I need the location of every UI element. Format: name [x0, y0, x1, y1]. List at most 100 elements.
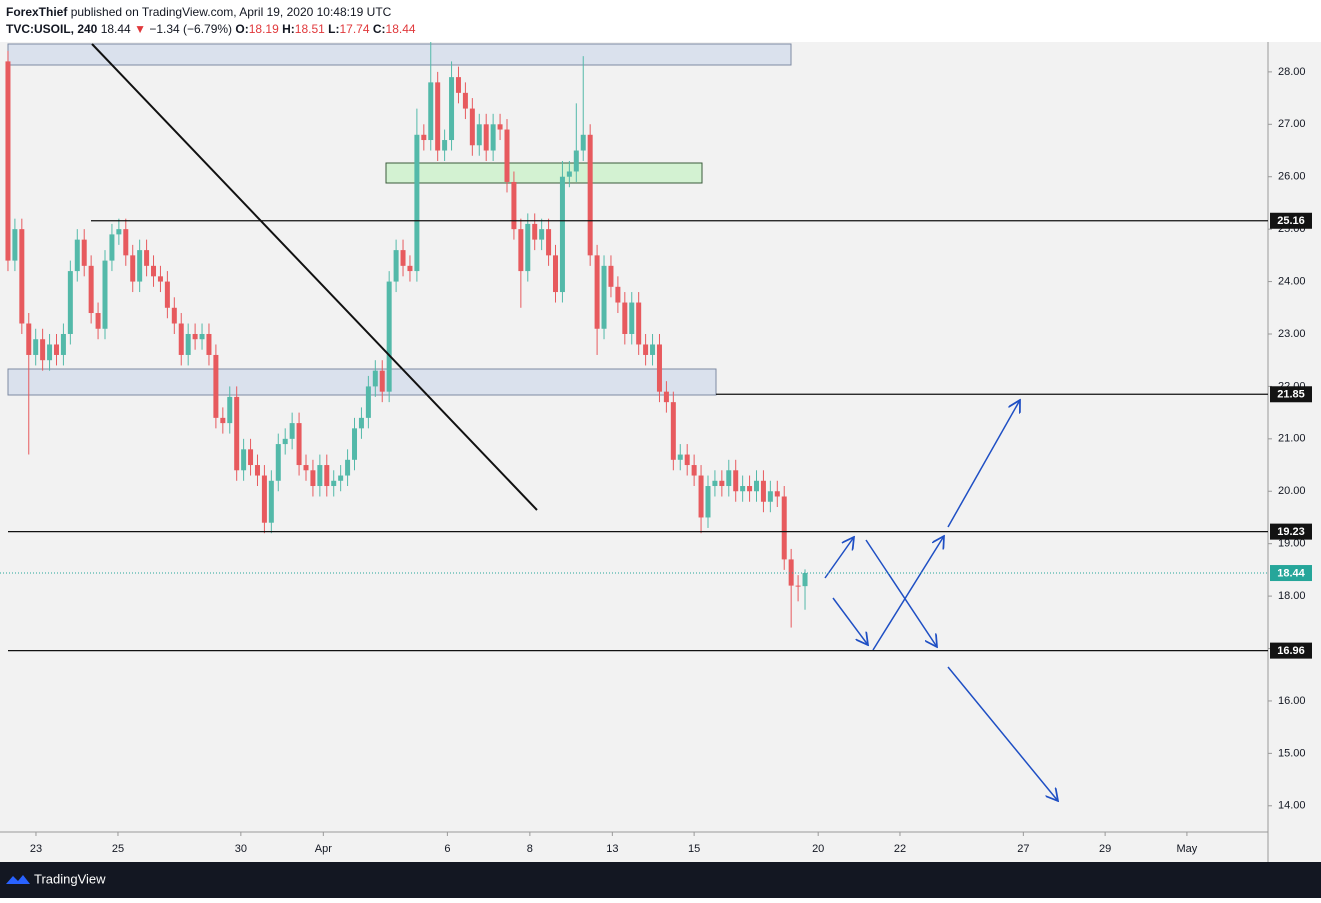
candle-body: [338, 475, 344, 481]
candle-body: [331, 480, 337, 487]
candle-body: [601, 265, 607, 329]
zone: [385, 162, 703, 184]
y-tick-label: 24.00: [1278, 275, 1306, 287]
candle-body: [102, 260, 108, 329]
candle-body: [719, 480, 725, 487]
candle-body: [358, 417, 364, 429]
x-tick-label: 6: [444, 843, 450, 855]
y-tick-label: 27.00: [1278, 118, 1306, 130]
candle-body: [698, 475, 704, 518]
y-tick-label: 16.00: [1278, 695, 1306, 707]
candle-body: [19, 229, 25, 324]
level-label: 21.85: [1277, 389, 1305, 401]
candle-body: [435, 82, 441, 151]
candle-body: [608, 265, 614, 287]
candle-body: [365, 386, 371, 418]
candle-body: [643, 344, 649, 355]
x-tick-label: May: [1177, 843, 1198, 855]
candle-body: [580, 134, 586, 151]
ohlc-line: TVC:USOIL, 240 18.44 ▼ −1.34 (−6.79%) O:…: [6, 21, 416, 38]
candle-body: [795, 585, 801, 587]
arrow: ▼: [134, 22, 146, 36]
candle-body: [171, 307, 177, 324]
level-label: 19.23: [1277, 526, 1305, 538]
chart: 28.0027.0026.0025.0024.0023.0022.0021.00…: [0, 42, 1321, 862]
arrow: [872, 536, 944, 651]
candle-body: [636, 302, 642, 345]
level-label: 16.96: [1277, 645, 1305, 657]
candle-body: [400, 250, 406, 266]
candle-body: [788, 559, 794, 586]
candle-body: [414, 134, 420, 272]
candle-body: [781, 496, 787, 560]
candle-body: [234, 396, 240, 471]
candle-body: [483, 124, 489, 151]
candle-body: [53, 344, 59, 355]
candle-body: [372, 370, 378, 387]
candle-body: [67, 271, 73, 334]
l: 17.74: [339, 22, 370, 36]
x-tick-label: 23: [30, 843, 42, 855]
candle-body: [157, 276, 163, 282]
arrow: [832, 597, 868, 645]
y-tick-label: 19.00: [1278, 538, 1306, 550]
y-tick-label: 15.00: [1278, 747, 1306, 759]
candle-body: [733, 470, 739, 492]
candle-body: [518, 229, 524, 272]
candle-body: [421, 134, 427, 141]
x-tick-label: 20: [812, 843, 824, 855]
candle-body: [497, 124, 503, 130]
candle-body: [164, 281, 170, 308]
arrow: [824, 537, 854, 579]
marks: [5, 42, 808, 628]
candle-body: [74, 239, 80, 272]
candle-body: [802, 573, 808, 587]
level-label: 25.16: [1277, 215, 1305, 227]
time-axis: [0, 832, 1268, 862]
candle-body: [712, 480, 718, 487]
candle-body: [144, 250, 150, 266]
h: 18.51: [294, 22, 325, 36]
candle-body: [60, 333, 66, 355]
y-tick-label: 18.00: [1278, 590, 1306, 602]
x-tick-label: 8: [527, 843, 533, 855]
level-label-box: [1270, 212, 1312, 229]
level-label-box: [1270, 642, 1312, 659]
candle-body: [740, 486, 746, 492]
h-label: H:: [282, 22, 295, 36]
candle-body: [345, 459, 351, 476]
candle-body: [539, 229, 545, 240]
candle-body: [656, 344, 662, 392]
y-tick-label: 14.00: [1278, 800, 1306, 812]
candle-body: [178, 323, 184, 355]
l-label: L:: [328, 22, 340, 36]
candle-body: [33, 339, 39, 355]
candle-body: [490, 124, 496, 151]
candle-body: [95, 313, 101, 329]
level-label-box: [1270, 386, 1312, 403]
candle-body: [81, 239, 87, 266]
candle-body: [546, 229, 552, 256]
candle-body: [220, 417, 226, 424]
candle-body: [594, 255, 600, 329]
candle-body: [573, 150, 579, 172]
o: 18.19: [248, 22, 279, 36]
candle-body: [407, 265, 413, 272]
candle-body: [462, 92, 468, 109]
x-tick-label: 22: [894, 843, 906, 855]
arrow: [947, 400, 1020, 528]
y-tick-label: 21.00: [1278, 433, 1306, 445]
candle-body: [109, 234, 115, 261]
candle-body: [26, 323, 32, 355]
plot-area: [0, 42, 1268, 832]
logo-icon: [6, 875, 30, 884]
zone: [7, 368, 717, 396]
level-label-box: [1270, 523, 1312, 540]
candle-body: [774, 491, 780, 497]
x-tick-label: Apr: [315, 843, 332, 855]
candle-body: [476, 124, 482, 146]
candle-body: [213, 354, 219, 418]
trendline: [91, 43, 538, 511]
candle-body: [386, 281, 392, 392]
candle-body: [726, 470, 732, 487]
